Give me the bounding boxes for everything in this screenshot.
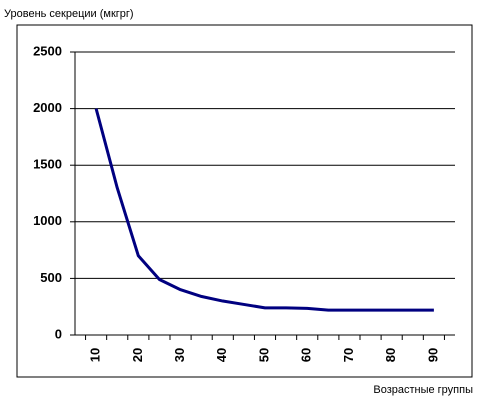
x-tick-label: 10 [88,348,103,362]
y-tick-label: 2500 [33,43,62,58]
x-tick-label: 20 [130,348,145,362]
chart-border [16,24,473,378]
x-axis-label: Возрастные группы [373,384,473,396]
y-tick-label: 2000 [33,100,62,115]
chart-title: Уровень секреции (мкгрг) [4,8,134,20]
y-tick-label: 500 [40,270,62,285]
y-tick-label: 1500 [33,157,62,172]
x-tick-label: 50 [256,348,271,362]
x-tick-label: 80 [383,348,398,362]
x-tick-label: 30 [172,348,187,362]
y-tick-label: 0 [55,326,62,341]
x-tick-label: 40 [214,348,229,362]
y-tick-label: 1000 [33,213,62,228]
x-tick-label: 70 [341,348,356,362]
x-tick-label: 90 [425,348,440,362]
line-series [94,108,434,312]
x-tick-label: 60 [299,348,314,362]
